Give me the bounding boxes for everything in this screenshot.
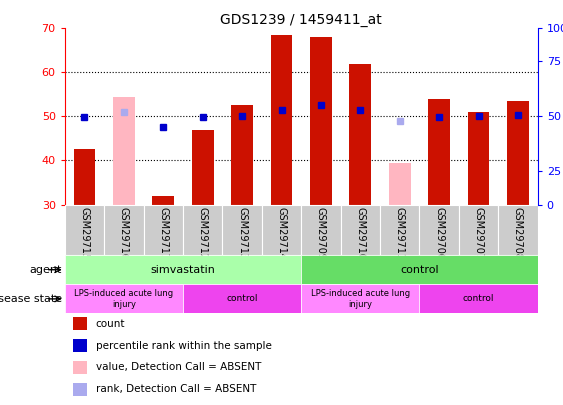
Bar — [468, 112, 489, 205]
Bar — [73, 317, 87, 330]
Bar — [65, 255, 301, 284]
Text: GSM29713: GSM29713 — [237, 207, 247, 260]
Bar — [301, 284, 419, 313]
Text: GSM29706: GSM29706 — [434, 207, 444, 260]
Bar — [104, 205, 144, 255]
Bar — [262, 205, 301, 255]
Bar — [341, 205, 380, 255]
Bar — [389, 163, 410, 205]
Text: simvastatin: simvastatin — [150, 265, 216, 275]
Bar — [498, 205, 538, 255]
Bar — [459, 205, 498, 255]
Text: rank, Detection Call = ABSENT: rank, Detection Call = ABSENT — [96, 384, 256, 394]
Bar — [301, 205, 341, 255]
Text: GSM29707: GSM29707 — [473, 207, 484, 260]
Bar — [380, 205, 419, 255]
Text: value, Detection Call = ABSENT: value, Detection Call = ABSENT — [96, 362, 261, 373]
Bar — [350, 64, 371, 205]
Bar — [428, 99, 450, 205]
Text: GSM29712: GSM29712 — [198, 207, 208, 260]
Text: control: control — [226, 294, 258, 303]
Text: GSM29710: GSM29710 — [355, 207, 365, 260]
Bar — [74, 149, 95, 205]
Bar — [310, 37, 332, 205]
Bar — [65, 205, 104, 255]
Text: control: control — [400, 265, 439, 275]
Bar — [144, 205, 183, 255]
Bar — [222, 205, 262, 255]
Bar — [153, 196, 174, 205]
Bar — [183, 205, 222, 255]
Bar — [73, 383, 87, 396]
Text: GSM29709: GSM29709 — [316, 207, 326, 260]
Text: GSM29708: GSM29708 — [513, 207, 523, 260]
Bar — [507, 101, 529, 205]
Text: agent: agent — [29, 265, 62, 275]
Text: LPS-induced acute lung
injury: LPS-induced acute lung injury — [311, 289, 410, 309]
Bar — [301, 255, 538, 284]
Bar — [419, 284, 538, 313]
Text: GSM29715: GSM29715 — [79, 207, 90, 260]
Text: LPS-induced acute lung
injury: LPS-induced acute lung injury — [74, 289, 173, 309]
Bar — [231, 105, 253, 205]
Bar — [73, 339, 87, 352]
Text: GSM29714: GSM29714 — [276, 207, 287, 260]
Bar — [65, 284, 183, 313]
Text: percentile rank within the sample: percentile rank within the sample — [96, 341, 271, 350]
Text: disease state: disease state — [0, 294, 62, 304]
Text: control: control — [463, 294, 494, 303]
Bar — [192, 130, 213, 205]
Text: GSM29717: GSM29717 — [158, 207, 168, 260]
Text: count: count — [96, 319, 125, 328]
Title: GDS1239 / 1459411_at: GDS1239 / 1459411_at — [220, 13, 382, 27]
Bar — [419, 205, 459, 255]
Text: GSM29716: GSM29716 — [119, 207, 129, 260]
Bar — [113, 97, 135, 205]
Text: GSM29711: GSM29711 — [395, 207, 405, 260]
Bar — [183, 284, 301, 313]
Bar — [271, 35, 292, 205]
Bar — [73, 361, 87, 374]
